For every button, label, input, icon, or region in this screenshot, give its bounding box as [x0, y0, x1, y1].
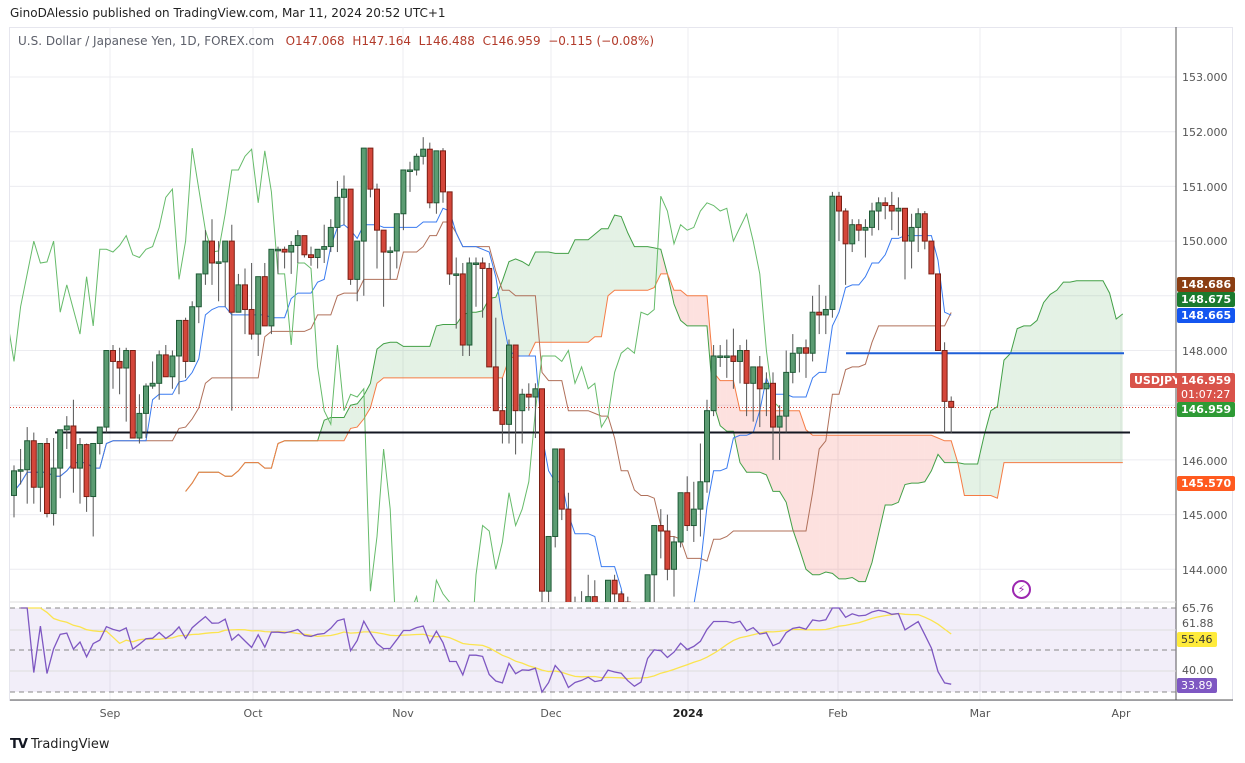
rsi-tick: 40.00: [1182, 664, 1214, 677]
footer-brand[interactable]: TV TradingView: [10, 737, 109, 752]
chikou-price-tag: 146.959: [1177, 402, 1236, 417]
time-tick: Mar: [969, 707, 991, 720]
price-tick: 148.000: [1182, 345, 1228, 358]
kijun-price-tag: 148.686: [1177, 277, 1236, 292]
high-value: H147.164: [352, 34, 411, 48]
bar-countdown: 01:07:27: [1181, 388, 1231, 401]
change-value: −0.115 (−0.08%): [548, 34, 654, 48]
time-tick: Sep: [99, 707, 121, 720]
senkou-b-price-tag: 145.570: [1177, 476, 1236, 491]
symbol-legend: U.S. Dollar / Japanese Yen, 1D, FOREX.co…: [18, 34, 654, 48]
rsi-value-tag: 33.89: [1177, 678, 1217, 693]
price-tick: 153.000: [1182, 71, 1228, 84]
close-value: C146.959: [482, 34, 541, 48]
lightning-event-icon[interactable]: ⚡: [1012, 580, 1031, 599]
tenkan-price-tag: 148.665: [1177, 308, 1236, 323]
price-tick: 151.000: [1182, 181, 1228, 194]
price-tick: 144.000: [1182, 564, 1228, 577]
symbol-title: U.S. Dollar / Japanese Yen, 1D, FOREX.co…: [18, 34, 275, 48]
rsi-tick: 61.88: [1182, 617, 1214, 630]
time-tick: Oct: [243, 707, 263, 720]
tradingview-logo-icon: TV: [10, 737, 28, 752]
price-tick: 152.000: [1182, 126, 1228, 139]
time-tick: Nov: [392, 707, 414, 720]
time-tick: Feb: [828, 707, 848, 720]
low-value: L146.488: [418, 34, 475, 48]
rsi-ma-tag: 55.46: [1177, 632, 1217, 647]
time-tick: Apr: [1111, 707, 1131, 720]
price-tick: 145.000: [1182, 509, 1228, 522]
time-tick: Dec: [540, 707, 562, 720]
price-tick: 150.000: [1182, 235, 1228, 248]
symbol-tag: USDJPY: [1130, 373, 1185, 388]
last-price-tag: 146.959 01:07:27: [1177, 373, 1236, 403]
publisher-caption: GinoDAlessio published on TradingView.co…: [10, 6, 446, 20]
last-price: 146.959: [1181, 374, 1232, 387]
rsi-tick: 65.76: [1182, 602, 1214, 615]
time-tick-year: 2024: [672, 707, 704, 720]
senkou-a-price-tag: 148.675: [1177, 292, 1236, 307]
price-tick: 146.000: [1182, 455, 1228, 468]
brand-name: TradingView: [30, 737, 110, 752]
open-value: O147.068: [285, 34, 345, 48]
